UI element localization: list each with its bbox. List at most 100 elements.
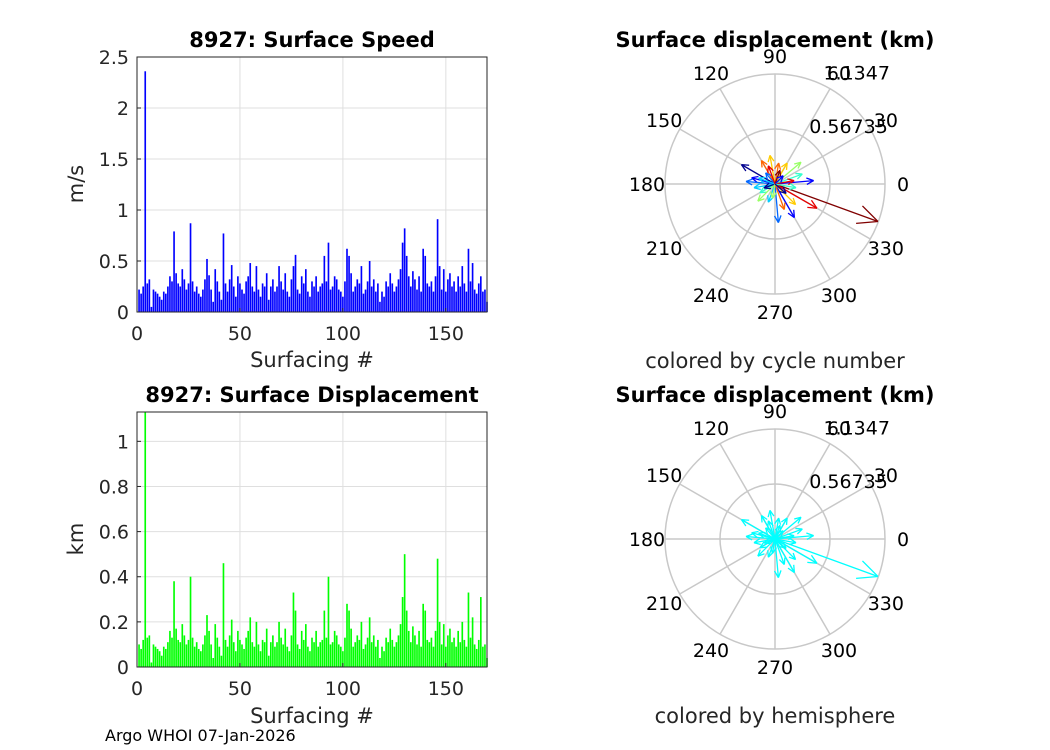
bar <box>453 637 455 667</box>
bar <box>426 283 429 312</box>
bar <box>344 637 346 667</box>
bar <box>416 644 418 667</box>
bar <box>210 644 212 667</box>
bar <box>403 554 406 667</box>
bar <box>354 286 357 312</box>
displacement-arrow <box>774 538 796 574</box>
bar <box>230 619 233 667</box>
bar <box>224 639 227 667</box>
polar-angle-label: 180 <box>629 174 665 196</box>
bar <box>165 648 167 667</box>
bar <box>364 644 367 667</box>
bar <box>313 642 315 667</box>
bar <box>323 610 326 667</box>
bar <box>482 291 484 312</box>
polar-angle-label: 330 <box>868 238 904 260</box>
displacement-arrow <box>758 176 776 185</box>
displacement-arrow <box>773 183 782 223</box>
displacement-arrow <box>774 183 786 210</box>
bar <box>471 617 474 667</box>
bar <box>381 291 383 312</box>
displacement-arrow <box>774 183 796 219</box>
bar <box>270 642 272 667</box>
bar <box>228 279 231 312</box>
bar <box>202 289 204 312</box>
bar <box>257 289 260 312</box>
displacement-arrow <box>774 538 818 564</box>
bar <box>218 291 221 312</box>
bar <box>403 228 406 312</box>
bar <box>325 281 328 312</box>
displacement-arrow <box>763 537 776 545</box>
bar <box>434 276 437 312</box>
bar <box>358 639 361 667</box>
displacement-arrow <box>745 178 776 186</box>
displacement-arrow <box>774 538 786 565</box>
bar <box>195 642 198 667</box>
bar <box>177 283 179 312</box>
bar <box>144 71 147 312</box>
bar <box>412 626 414 667</box>
bar <box>463 283 466 312</box>
bar <box>284 273 287 312</box>
y-tick-label: 0.8 <box>99 476 129 498</box>
bar <box>455 646 457 667</box>
bar <box>393 646 396 667</box>
bar <box>313 286 315 312</box>
bar <box>352 646 354 667</box>
bar <box>459 286 462 312</box>
bar <box>428 286 431 312</box>
y-tick-label: 1 <box>117 200 129 222</box>
polar-angle-label: 270 <box>757 302 793 324</box>
bar <box>305 269 307 312</box>
bar <box>405 610 408 667</box>
bar <box>235 296 237 312</box>
bar <box>150 306 153 312</box>
bar <box>391 283 394 312</box>
polar-angle-label: 60 <box>827 63 851 85</box>
bar <box>340 291 342 312</box>
bar <box>212 657 214 667</box>
bar <box>393 291 396 312</box>
polar-spoke <box>679 183 776 240</box>
y-tick-label: 0.4 <box>99 567 129 589</box>
polar-cycle-chart: Surface displacement (km) 0 30 60 90 120 150 1… <box>615 28 934 373</box>
bar <box>197 648 200 667</box>
bar <box>436 558 439 667</box>
bar <box>218 646 221 667</box>
bar <box>148 635 151 667</box>
displacement-arrow <box>774 178 795 186</box>
polar-hemisphere-caption: colored by hemisphere <box>655 704 896 728</box>
bar <box>241 289 243 312</box>
bar <box>399 624 402 667</box>
bar <box>399 269 402 312</box>
bar <box>401 597 404 667</box>
footer-credit: Argo WHOI 07-Jan-2026 <box>105 726 296 745</box>
bar <box>358 283 361 312</box>
polar-angle-label: 150 <box>646 110 682 132</box>
bar <box>348 610 350 667</box>
polar-hemisphere-title: Surface displacement (km) <box>615 383 934 407</box>
bar <box>430 637 433 667</box>
bar <box>247 276 249 312</box>
bar <box>298 293 301 312</box>
x-tick-label: 100 <box>325 678 361 700</box>
bar <box>214 624 217 667</box>
bar <box>237 630 239 667</box>
bar <box>331 286 334 312</box>
bar <box>377 283 379 312</box>
bar <box>484 289 486 312</box>
bar <box>259 296 262 312</box>
bar <box>480 276 482 312</box>
bar <box>261 283 264 312</box>
bar <box>346 603 348 667</box>
bar <box>375 291 377 312</box>
bar <box>311 637 313 667</box>
bar <box>232 642 235 667</box>
bar <box>282 644 284 667</box>
bar <box>187 639 190 667</box>
y-tick-label: 1 <box>117 431 129 453</box>
bar <box>160 655 163 667</box>
displacement-arrow <box>774 183 818 209</box>
polar-radius-label: 1.1347 <box>823 418 889 440</box>
